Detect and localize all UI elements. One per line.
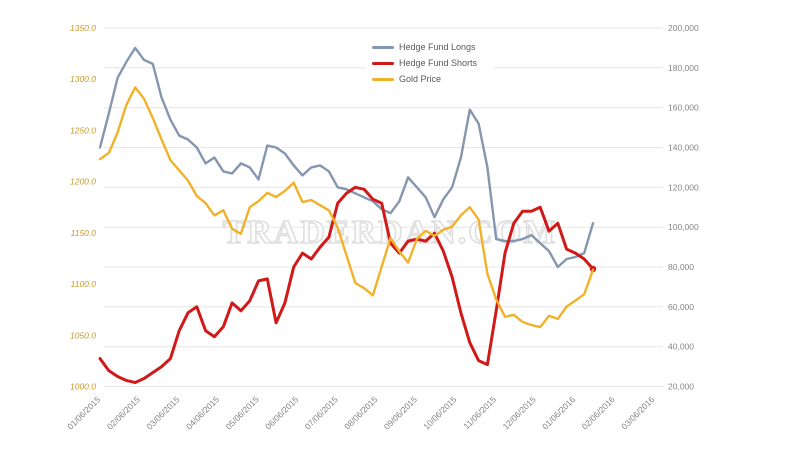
legend-label-shorts: Hedge Fund Shorts bbox=[399, 58, 478, 68]
left-axis-tick: 1300.0 bbox=[70, 74, 96, 84]
right-axis-tick: 100,000 bbox=[668, 222, 699, 232]
left-axis-tick: 1050.0 bbox=[70, 330, 96, 340]
right-axis-tick: 160,000 bbox=[668, 103, 699, 113]
right-axis-tick: 180,000 bbox=[668, 63, 699, 73]
series-line-0 bbox=[98, 46, 595, 269]
x-axis-tick: 02/06/2016 bbox=[580, 394, 617, 431]
right-axis-tick: 120,000 bbox=[668, 182, 699, 192]
right-axis-tick: 60,000 bbox=[668, 302, 694, 312]
x-axis-tick: 04/06/2015 bbox=[184, 394, 221, 431]
legend-item-longs: Hedge Fund Longs bbox=[372, 39, 477, 55]
left-axis-tick: 1350.0 bbox=[70, 23, 96, 33]
series-line-1 bbox=[98, 185, 595, 384]
x-axis-tick: 01/06/2015 bbox=[65, 394, 102, 431]
left-axis-tick: 1000.0 bbox=[70, 382, 96, 392]
x-axis-tick: 01/06/2016 bbox=[540, 394, 577, 431]
legend-swatch-longs bbox=[372, 45, 394, 49]
x-axis-tick: 08/06/2015 bbox=[342, 394, 379, 431]
x-axis-tick: 06/06/2015 bbox=[263, 394, 300, 431]
right-axis-tick: 20,000 bbox=[668, 382, 694, 392]
legend-label-longs: Hedge Fund Longs bbox=[399, 42, 476, 52]
legend-swatch-gold bbox=[372, 77, 394, 81]
x-axis-tick: 09/06/2015 bbox=[382, 394, 419, 431]
legend-item-gold: Gold Price bbox=[372, 71, 477, 87]
x-axis-tick: 03/06/2016 bbox=[619, 394, 656, 431]
right-axis-tick: 140,000 bbox=[668, 143, 699, 153]
x-axis-tick: 02/06/2015 bbox=[105, 394, 142, 431]
legend-item-shorts: Hedge Fund Shorts bbox=[372, 55, 477, 71]
left-axis-tick: 1250.0 bbox=[70, 125, 96, 135]
x-axis-tick: 07/06/2015 bbox=[303, 394, 340, 431]
x-axis-tick: 10/06/2015 bbox=[421, 394, 458, 431]
chart-legend: Hedge Fund Longs Hedge Fund Shorts Gold … bbox=[366, 35, 494, 91]
x-axis-tick: 12/06/2015 bbox=[501, 394, 538, 431]
legend-label-gold: Gold Price bbox=[399, 74, 442, 84]
right-axis-tick: 80,000 bbox=[668, 262, 694, 272]
series-line-2 bbox=[98, 86, 595, 329]
left-axis-tick: 1200.0 bbox=[70, 177, 96, 187]
x-axis-tick: 11/06/2015 bbox=[461, 394, 498, 431]
x-axis-tick: 03/06/2015 bbox=[144, 394, 181, 431]
left-axis-tick: 1100.0 bbox=[71, 279, 97, 289]
x-axis-tick: 05/06/2015 bbox=[224, 394, 261, 431]
series-lines bbox=[98, 46, 597, 384]
legend-swatch-shorts bbox=[372, 61, 394, 65]
right-axis-tick: 40,000 bbox=[668, 342, 694, 352]
right-axis-tick: 200,000 bbox=[668, 23, 699, 33]
left-axis-tick: 1150.0 bbox=[71, 228, 97, 238]
